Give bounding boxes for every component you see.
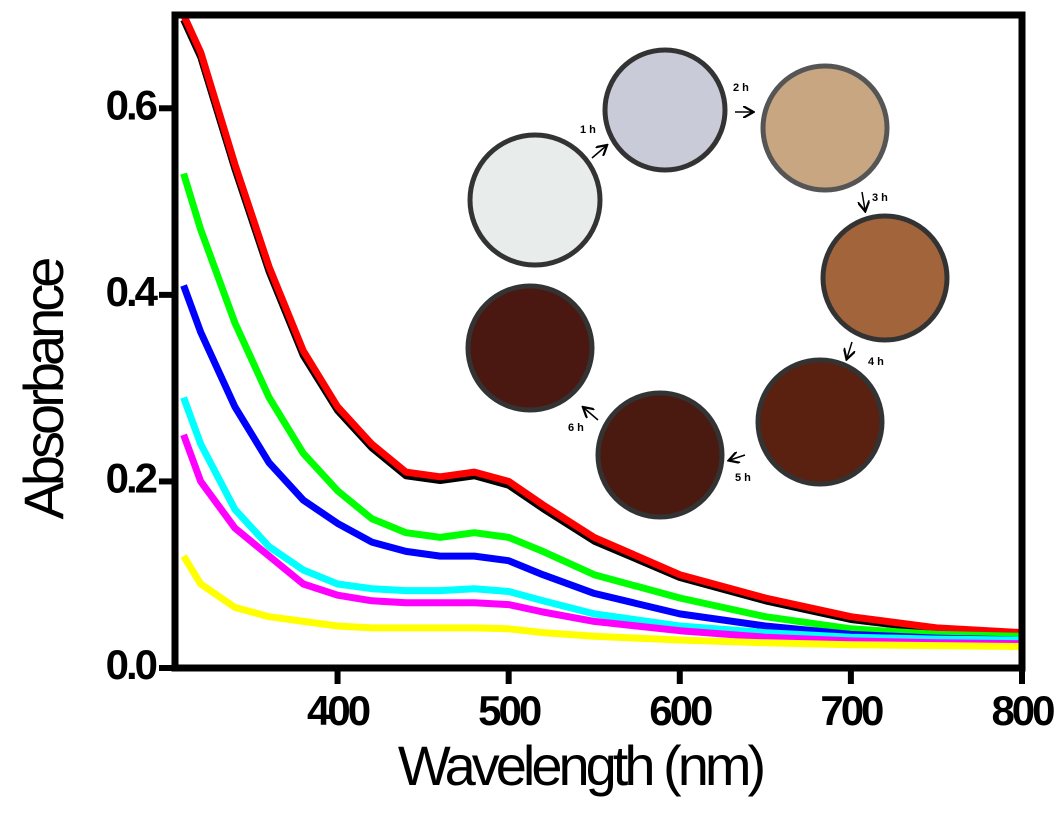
series-line bbox=[180, 433, 1023, 648]
series-line bbox=[180, 13, 1023, 637]
y-tick-label: 0.4 bbox=[106, 268, 159, 315]
annotation: 4 h bbox=[868, 356, 884, 368]
y-axis-title: Absorbance bbox=[12, 259, 75, 520]
dish bbox=[465, 283, 595, 413]
arrow bbox=[847, 341, 852, 358]
plot-frame bbox=[171, 11, 1026, 672]
dish bbox=[467, 132, 603, 268]
annotation: 1 h bbox=[580, 124, 596, 136]
dish bbox=[755, 357, 885, 487]
x-tick-label: 400 bbox=[307, 687, 370, 734]
y-tick-label: 0.0 bbox=[106, 641, 157, 688]
arrow bbox=[584, 408, 599, 421]
annotation: 2 h bbox=[733, 82, 749, 94]
dish bbox=[602, 47, 728, 173]
arrow bbox=[730, 455, 746, 460]
x-tick-label: 800 bbox=[991, 687, 1054, 734]
y-tick-label: 0.2 bbox=[106, 455, 157, 502]
annotation: 5 h bbox=[735, 472, 751, 484]
annotation: 3 h bbox=[872, 192, 888, 204]
x-tick-label: 500 bbox=[478, 687, 541, 734]
arrow bbox=[591, 146, 606, 159]
annotation: 6 h bbox=[568, 422, 584, 434]
series-line bbox=[180, 172, 1023, 640]
plot-lines bbox=[180, 13, 1023, 650]
x-tick-label: 700 bbox=[820, 687, 883, 734]
series-line bbox=[180, 284, 1023, 644]
series-line bbox=[180, 554, 1023, 650]
y-tick-label: 0.6 bbox=[106, 81, 157, 128]
inset-photo: 1 h 2 h 3 h 4 h 5 h 6 h bbox=[465, 47, 950, 520]
arrow bbox=[862, 191, 865, 210]
x-axis-title: Wavelength (nm) bbox=[398, 734, 764, 797]
dish bbox=[595, 390, 725, 520]
x-tick-label: 600 bbox=[649, 687, 712, 734]
series-line bbox=[180, 396, 1023, 644]
dish bbox=[820, 213, 950, 343]
dish bbox=[760, 63, 890, 193]
